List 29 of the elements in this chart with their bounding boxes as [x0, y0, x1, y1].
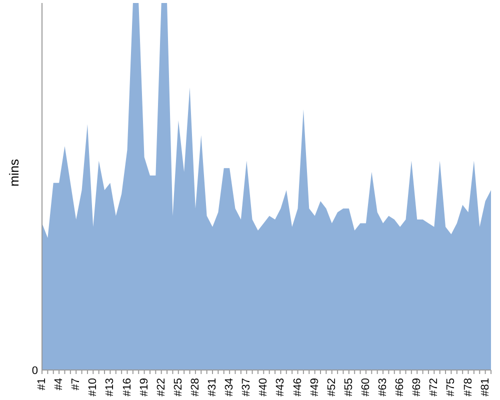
x-tick-label: #49 [308, 378, 321, 396]
x-tick-label: #22 [155, 378, 168, 396]
x-tick-label: #34 [224, 378, 236, 396]
x-tick-label: #43 [274, 378, 287, 396]
x-tick-label: #75 [445, 378, 458, 396]
x-tick-label: #4 [53, 378, 66, 390]
x-tick-label: #37 [240, 378, 253, 396]
x-tick-label: #28 [189, 378, 202, 396]
x-tick-label: #40 [258, 378, 270, 396]
x-tick-label: #66 [394, 378, 406, 396]
x-tick-label: #19 [138, 378, 150, 396]
x-tick-label: #55 [342, 378, 355, 396]
x-tick-label: #10 [87, 378, 100, 396]
x-tick-label: #52 [326, 378, 338, 396]
x-tick-label: #81 [479, 378, 492, 396]
x-tick-label: #25 [172, 378, 184, 396]
x-tick-label: #72 [428, 378, 440, 396]
x-tick-label: #7 [70, 378, 82, 390]
x-tick-label: #63 [377, 378, 390, 396]
x-tick-label: #60 [360, 378, 372, 396]
y-axis-title: mins [6, 158, 22, 186]
x-tick-label: #1 [36, 378, 48, 390]
x-tick-label: #69 [411, 378, 424, 396]
text: 0 [32, 364, 38, 377]
x-tick-label: #46 [292, 378, 304, 396]
x-tick-label: #31 [206, 378, 219, 396]
x-tick-label: #16 [121, 378, 134, 396]
x-tick-label: #13 [104, 378, 116, 396]
x-tick-label: #78 [462, 378, 474, 396]
